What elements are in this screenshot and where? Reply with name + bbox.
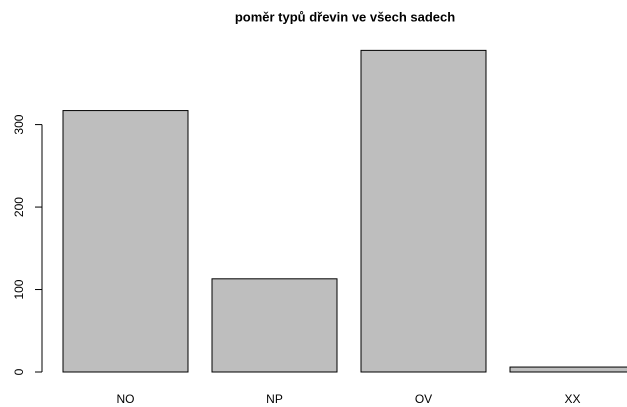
y-tick-label: 200 xyxy=(12,197,26,217)
x-tick-label: NP xyxy=(266,392,283,406)
x-tick-label: XX xyxy=(564,392,580,406)
bar xyxy=(509,366,627,373)
y-tick-label: 100 xyxy=(12,279,26,299)
chart-title: poměr typů dřevin ve všech sadech xyxy=(235,9,455,24)
x-tick-label: NO xyxy=(117,392,135,406)
y-tick-label: 0 xyxy=(12,368,26,375)
bar xyxy=(62,110,189,373)
x-tick-label: OV xyxy=(415,392,432,406)
y-tick-label: 300 xyxy=(12,114,26,134)
bar xyxy=(211,278,338,373)
bar xyxy=(360,49,487,373)
